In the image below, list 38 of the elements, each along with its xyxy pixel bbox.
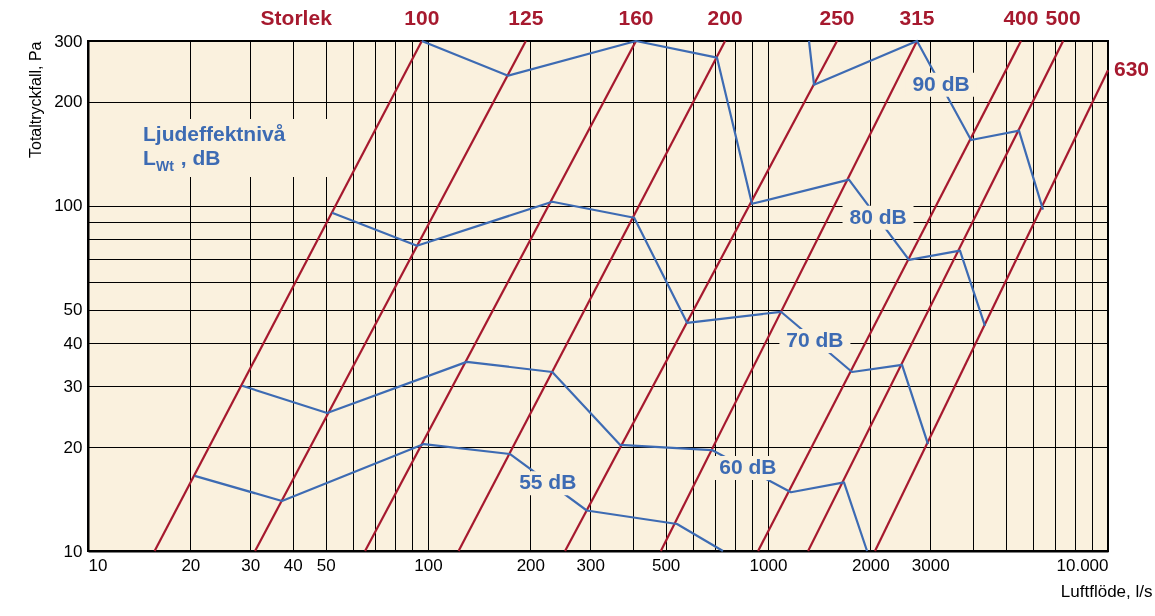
series-label: 100 — [404, 6, 440, 29]
x-tick-label: 10 — [88, 555, 108, 575]
y-axis-title: Totaltryckfall, Pa — [27, 41, 45, 158]
x-tick-label: 3000 — [911, 555, 950, 575]
series-label: 500 — [1045, 6, 1081, 29]
annotation: 60 dB — [719, 454, 777, 478]
x-tick-label: 50 — [316, 555, 336, 575]
x-axis-title: Luftflöde, l/s — [1060, 581, 1153, 601]
annotation: 80 dB — [849, 204, 907, 228]
x-tick-label: 10.000 — [1056, 555, 1109, 575]
legend-title: Storlek — [260, 6, 333, 29]
y-tick-label: 50 — [63, 300, 83, 320]
series-label: 250 — [819, 6, 855, 29]
series-label: 315 — [899, 6, 935, 29]
x-tick-label: 200 — [516, 555, 546, 575]
series-label: 400 — [1003, 6, 1039, 29]
annotation: 90 dB — [912, 71, 970, 95]
x-tick-label: 300 — [576, 555, 605, 575]
y-tick-label: 300 — [54, 31, 83, 51]
y-tick-label: 100 — [54, 196, 83, 216]
series-label: 630 — [1114, 57, 1150, 81]
y-tick-label: 10 — [63, 541, 83, 561]
series-label: 160 — [618, 6, 654, 29]
x-tick-label: 40 — [283, 555, 303, 575]
annotation: 70 dB — [786, 327, 844, 351]
x-tick-label: 2000 — [851, 555, 890, 575]
x-tick-label: 100 — [414, 555, 443, 575]
x-tick-label: 1000 — [749, 555, 788, 575]
x-tick-label: 30 — [241, 555, 261, 575]
y-tick-label: 200 — [54, 92, 83, 112]
y-tick-label: 30 — [63, 376, 83, 396]
x-tick-label: 500 — [651, 555, 681, 575]
series-label: 125 — [508, 6, 544, 29]
annotation: 55 dB — [519, 470, 577, 494]
y-tick-label: 40 — [63, 333, 83, 353]
series-label: 200 — [707, 6, 743, 29]
x-tick-label: 20 — [181, 555, 201, 575]
y-tick-label: 20 — [63, 437, 83, 457]
